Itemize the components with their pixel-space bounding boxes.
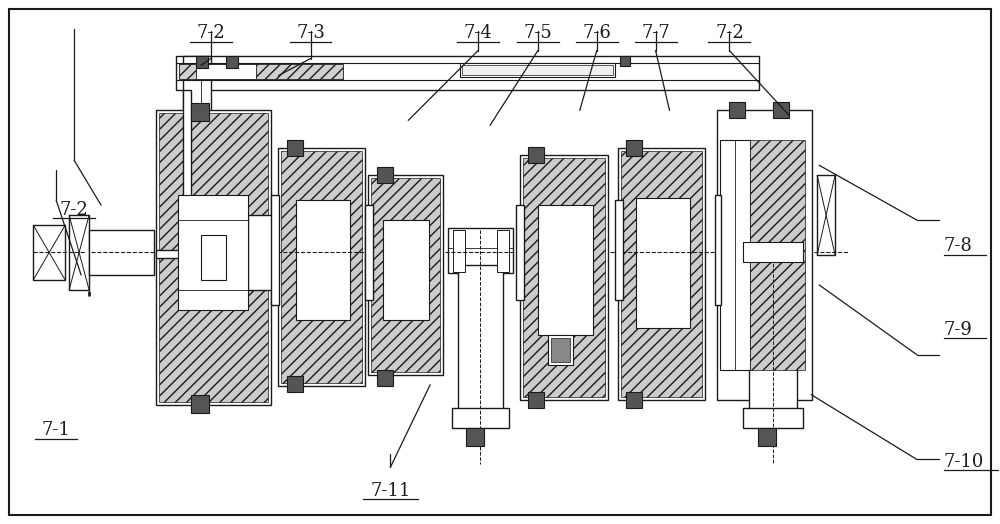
Bar (717, 111, 812, 400)
Text: 7-1: 7-1 (42, 421, 71, 439)
Bar (377, 370, 393, 386)
Bar (178, 195, 248, 310)
Bar (466, 428, 484, 445)
Text: 7-8: 7-8 (944, 237, 973, 255)
Bar (462, 64, 613, 75)
Bar (377, 167, 393, 183)
Bar (156, 250, 196, 258)
Text: 7-7: 7-7 (641, 24, 670, 42)
Bar (758, 428, 776, 445)
Bar (620, 56, 630, 66)
Bar (383, 220, 429, 320)
Text: 7-2: 7-2 (196, 24, 225, 42)
Text: 7-10: 7-10 (944, 453, 984, 471)
Bar (720, 140, 750, 370)
Text: 7-6: 7-6 (582, 24, 611, 42)
Bar (538, 205, 593, 335)
Bar (743, 408, 803, 428)
Bar (615, 200, 623, 300)
Bar (191, 103, 209, 122)
Bar (460, 62, 615, 78)
Bar (750, 140, 805, 370)
Bar (179, 63, 343, 80)
Bar (33, 225, 65, 280)
Text: 7-3: 7-3 (296, 24, 325, 42)
Bar (458, 265, 503, 410)
Bar (551, 338, 570, 362)
Text: 7-9: 7-9 (944, 321, 973, 339)
Bar (89, 230, 154, 275)
Bar (287, 140, 303, 156)
Text: 7-2: 7-2 (60, 201, 89, 219)
Bar (618, 148, 705, 400)
Bar (636, 198, 690, 328)
Bar (159, 113, 268, 401)
Bar (749, 248, 797, 412)
Bar (281, 151, 362, 383)
Bar (448, 228, 513, 273)
Bar (516, 205, 524, 300)
Text: 7-2: 7-2 (715, 24, 744, 42)
Text: 7-4: 7-4 (464, 24, 492, 42)
Bar (621, 151, 702, 397)
Bar (183, 56, 211, 250)
Bar (548, 335, 573, 365)
Bar (196, 63, 256, 80)
Bar (497, 230, 509, 272)
Bar (626, 140, 642, 156)
Bar (271, 195, 279, 305)
Bar (520, 155, 608, 400)
Bar (817, 175, 835, 255)
Bar (296, 200, 350, 320)
Bar (368, 175, 443, 375)
Bar (729, 102, 745, 118)
Bar (523, 158, 605, 397)
Bar (191, 395, 209, 412)
Bar (201, 235, 226, 280)
Bar (453, 230, 465, 272)
Bar (773, 102, 789, 118)
Bar (156, 111, 271, 405)
Bar (715, 195, 721, 305)
Bar (69, 215, 89, 290)
Bar (287, 376, 303, 391)
Text: 7-11: 7-11 (370, 482, 410, 500)
Bar (528, 147, 544, 163)
Bar (743, 242, 803, 262)
Bar (528, 391, 544, 408)
Bar (365, 205, 373, 300)
Bar (176, 56, 759, 91)
Bar (226, 56, 238, 68)
Bar (278, 148, 365, 386)
Bar (196, 56, 208, 68)
Text: 7-5: 7-5 (524, 24, 552, 42)
Bar (452, 408, 509, 428)
Bar (371, 178, 440, 372)
Bar (248, 215, 278, 290)
Bar (626, 391, 642, 408)
Bar (183, 91, 191, 255)
